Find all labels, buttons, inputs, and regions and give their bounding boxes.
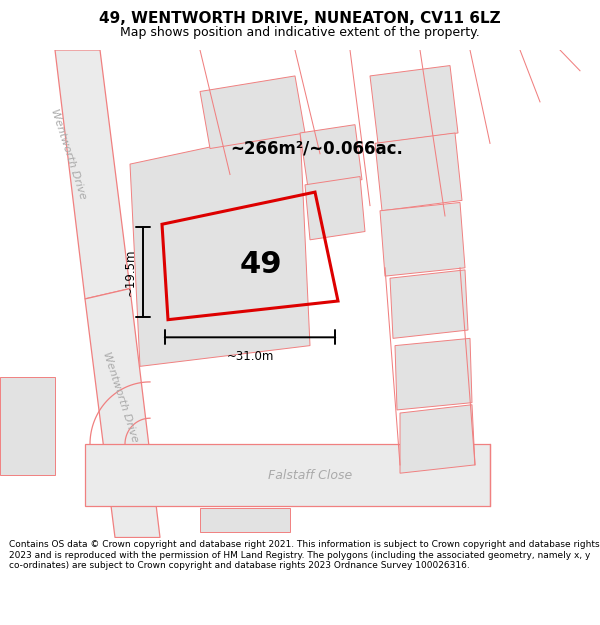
Polygon shape	[0, 377, 55, 475]
Polygon shape	[395, 338, 472, 410]
Polygon shape	[55, 50, 130, 299]
Text: Map shows position and indicative extent of the property.: Map shows position and indicative extent…	[120, 26, 480, 39]
Polygon shape	[200, 76, 305, 149]
Polygon shape	[200, 509, 290, 532]
Text: ~31.0m: ~31.0m	[226, 350, 274, 362]
Polygon shape	[85, 444, 490, 506]
Text: 49: 49	[239, 250, 282, 279]
Polygon shape	[85, 289, 160, 538]
Text: ~19.5m: ~19.5m	[124, 248, 137, 296]
Text: 49, WENTWORTH DRIVE, NUNEATON, CV11 6LZ: 49, WENTWORTH DRIVE, NUNEATON, CV11 6LZ	[99, 11, 501, 26]
Polygon shape	[375, 133, 462, 211]
Text: Wentworth Drive: Wentworth Drive	[101, 351, 139, 444]
Polygon shape	[400, 405, 475, 473]
Text: Falstaff Close: Falstaff Close	[268, 469, 352, 482]
Text: Wentworth Drive: Wentworth Drive	[49, 107, 88, 200]
Polygon shape	[300, 124, 362, 188]
Polygon shape	[370, 66, 458, 143]
Text: Contains OS data © Crown copyright and database right 2021. This information is : Contains OS data © Crown copyright and d…	[9, 540, 599, 570]
Text: ~266m²/~0.066ac.: ~266m²/~0.066ac.	[230, 139, 403, 158]
Polygon shape	[390, 270, 468, 338]
Polygon shape	[380, 202, 465, 276]
Polygon shape	[130, 127, 310, 366]
Polygon shape	[305, 176, 365, 240]
